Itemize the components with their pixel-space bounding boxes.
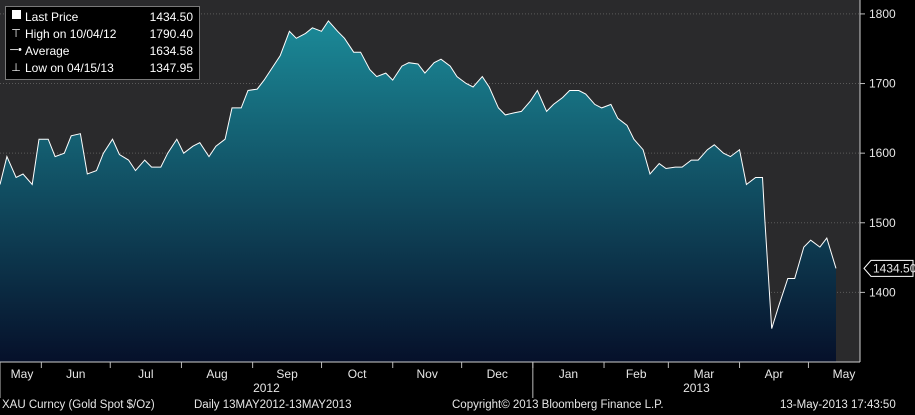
legend-item-high: ⊤ High on 10/04/12 1790.40: [6, 27, 199, 43]
legend-label: Average: [25, 44, 70, 58]
footer-bar: XAU Curncy (Gold Spot $/Oz) Daily 13MAY2…: [0, 398, 915, 415]
y-tick-label: 1800: [869, 7, 896, 21]
footer-timestamp: 13-May-2013 17:43:50: [780, 399, 896, 411]
price-chart: 1400 1500 1600 1700 1800 May Jun Jul Aug Sep Oct No…: [0, 0, 915, 398]
year-label: 2013: [683, 381, 710, 395]
square-icon: [10, 10, 22, 22]
y-tick-label: 1500: [869, 216, 896, 230]
x-tick-label: Nov: [417, 367, 438, 381]
x-tick-label: Sep: [276, 367, 298, 381]
y-tick-label: 1600: [869, 146, 896, 160]
year-label: 2012: [253, 381, 280, 395]
footer-range: Daily 13MAY2012-13MAY2013: [194, 399, 352, 411]
x-tick-label: Apr: [765, 367, 784, 381]
footer-copyright: Copyright© 2013 Bloomberg Finance L.P.: [452, 399, 664, 411]
last-price-tag: [863, 259, 914, 277]
legend-box: Last Price 1434.50 ⊤ High on 10/04/12 17…: [5, 6, 200, 80]
x-tick-label: Feb: [626, 367, 647, 381]
price-area: [0, 20, 836, 363]
x-tick-label: Aug: [206, 367, 227, 381]
price-line: [0, 20, 837, 329]
low-marker-icon: ⊥: [11, 62, 21, 74]
legend-label: Last Price: [25, 10, 79, 24]
axes: 1400 1500 1600 1700 1800 May Jun Jul Aug Sep Oct No…: [0, 0, 896, 398]
last-price-label: 1434.50: [873, 261, 915, 275]
high-marker-icon: ⊤: [11, 28, 21, 40]
footer-ticker: XAU Curncy (Gold Spot $/Oz): [2, 399, 155, 411]
legend-value: 1347.95: [149, 61, 193, 75]
y-tick-label: 1700: [869, 77, 896, 91]
last-price-marker: 1434.50: [863, 259, 915, 277]
x-tick-label: Jul: [138, 367, 153, 381]
legend-value: 1790.40: [149, 27, 193, 41]
legend-item-low: ⊥ Low on 04/15/13 1347.95: [6, 61, 199, 77]
x-tick-label: May: [11, 367, 34, 381]
average-marker-icon: ─•: [10, 44, 22, 56]
x-tick-label: Jun: [66, 367, 85, 381]
legend-value: 1634.58: [149, 44, 193, 58]
legend-item-average: ─• Average 1634.58: [6, 44, 199, 60]
x-tick-label: Oct: [348, 367, 367, 381]
x-tick-label: Dec: [487, 367, 508, 381]
x-tick-label: May: [833, 367, 856, 381]
x-tick-label: Jan: [559, 367, 578, 381]
legend-value: 1434.50: [149, 10, 193, 24]
legend-label: High on 10/04/12: [25, 27, 117, 41]
y-tick-label: 1400: [869, 285, 896, 299]
legend-item-last-price: Last Price 1434.50: [6, 10, 199, 26]
x-tick-label: Mar: [694, 367, 715, 381]
legend-label: Low on 04/15/13: [25, 61, 114, 75]
